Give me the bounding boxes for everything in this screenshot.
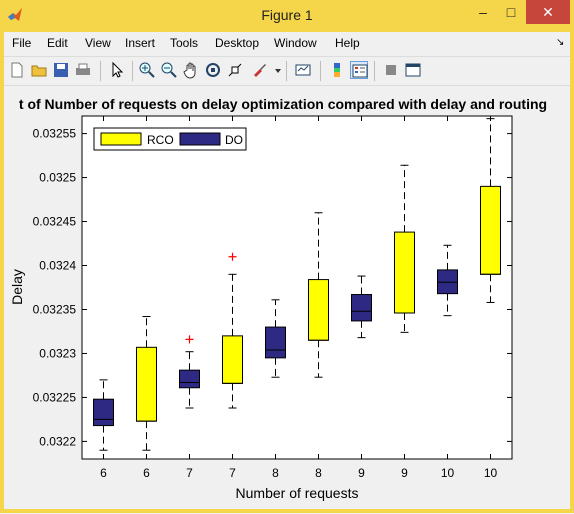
box-do-10 — [437, 244, 458, 317]
menu-view[interactable]: View — [85, 36, 111, 50]
menu-edit[interactable]: Edit — [47, 36, 68, 50]
menu-tools[interactable]: Tools — [170, 36, 199, 50]
y-tick-label: 0.0323 — [39, 346, 76, 360]
box-rco-6 — [136, 316, 157, 451]
matlab-logo-icon — [8, 8, 22, 21]
y-tick-label: 0.0322 — [39, 434, 76, 448]
show-plot-tools-icon[interactable] — [404, 61, 422, 79]
x-tick-label: 6 — [143, 466, 150, 480]
close-button[interactable]: ✕ — [526, 0, 570, 24]
box-rco-7 — [222, 252, 243, 409]
box-rco-9 — [394, 164, 415, 333]
y-tick-label: 0.0324 — [39, 259, 76, 273]
box-iqr — [136, 346, 157, 422]
legend[interactable]: RCO DO — [93, 127, 247, 151]
box-iqr — [394, 231, 415, 314]
menu-insert[interactable]: Insert — [125, 36, 156, 50]
figure-toolbar — [4, 56, 570, 86]
zoom-out-icon[interactable] — [160, 61, 178, 79]
legend-swatch-rco — [100, 132, 142, 146]
box-do-8 — [265, 299, 286, 378]
rotate-3d-icon[interactable] — [204, 61, 222, 79]
box-rco-10 — [480, 118, 501, 303]
menu-file[interactable]: File — [12, 36, 32, 50]
zoom-in-icon[interactable] — [138, 61, 156, 79]
toolbar-separator — [286, 61, 287, 81]
x-tick-label: 9 — [358, 466, 365, 480]
pan-icon[interactable] — [182, 61, 200, 79]
x-tick-label: 9 — [401, 466, 408, 480]
toolbar-separator — [374, 61, 375, 81]
chart-title: t of Number of requests on delay optimiz… — [19, 96, 547, 112]
x-tick-label: 7 — [229, 466, 236, 480]
open-file-icon[interactable] — [30, 61, 48, 79]
toolbar-separator — [100, 61, 101, 81]
edit-plot-icon[interactable] — [108, 61, 126, 79]
y-axis-label: Delay — [9, 269, 25, 305]
print-icon[interactable] — [74, 61, 92, 79]
x-tick-label: 6 — [100, 466, 107, 480]
maximize-button[interactable]: □ — [506, 4, 516, 20]
box-do-6 — [93, 379, 114, 451]
outlier-marker — [228, 252, 237, 261]
boxplot-chart: 0.0322 0.03225 0.0323 0.03235 0.0324 0.03245 0… — [9, 96, 547, 501]
box-iqr — [179, 369, 200, 389]
box-iqr — [265, 326, 286, 359]
box-iqr — [222, 335, 243, 384]
y-tick-label: 0.03245 — [33, 215, 77, 229]
x-tick-label: 10 — [441, 466, 455, 480]
x-axis-label: Number of requests — [236, 485, 359, 501]
y-tick-label: 0.03225 — [33, 390, 77, 404]
insert-colorbar-icon[interactable] — [328, 61, 346, 79]
box-rco-8 — [308, 212, 329, 378]
x-tick-label: 7 — [186, 466, 193, 480]
menu-desktop[interactable]: Desktop — [215, 36, 260, 50]
x-tick-label: 8 — [272, 466, 279, 480]
box-iqr — [308, 279, 329, 341]
legend-swatch-do — [179, 132, 221, 146]
figure-canvas: 0.0322 0.03225 0.0323 0.03235 0.0324 0.03245 0… — [4, 86, 570, 509]
y-tick-label: 0.0325 — [39, 171, 76, 185]
brush-icon[interactable] — [250, 61, 268, 79]
box-iqr — [351, 294, 372, 322]
box-do-9 — [351, 275, 372, 339]
outlier-marker — [185, 335, 194, 344]
window-titlebar: Figure 1 – □ ✕ — [0, 0, 574, 32]
data-cursor-icon[interactable] — [226, 61, 244, 79]
window-title: Figure 1 — [261, 7, 313, 23]
dock-figure-icon[interactable]: ↘ — [556, 37, 565, 48]
menu-bar: File Edit View Insert Tools Desktop Wind… — [4, 32, 570, 54]
menu-window[interactable]: Window — [274, 36, 317, 50]
y-tick-label: 0.03235 — [33, 302, 77, 316]
link-plot-icon[interactable] — [294, 61, 312, 79]
menu-help[interactable]: Help — [335, 36, 360, 50]
toolbar-separator — [320, 61, 321, 81]
toolbar-separator — [132, 61, 133, 81]
minimize-button[interactable]: – — [479, 4, 487, 20]
save-icon[interactable] — [52, 61, 70, 79]
new-figure-icon[interactable] — [8, 61, 26, 79]
x-tick-label: 8 — [315, 466, 322, 480]
box-iqr — [480, 185, 501, 275]
brush-dropdown-icon[interactable] — [269, 61, 281, 79]
hide-plot-tools-icon[interactable] — [382, 61, 400, 79]
insert-legend-icon[interactable] — [350, 61, 368, 79]
y-tick-label: 0.03255 — [33, 127, 77, 141]
box-do-7 — [179, 335, 200, 409]
legend-label-rco: RCO — [147, 133, 174, 147]
legend-label-do: DO — [225, 133, 243, 147]
box-iqr — [93, 398, 114, 427]
x-tick-label: 10 — [484, 466, 498, 480]
